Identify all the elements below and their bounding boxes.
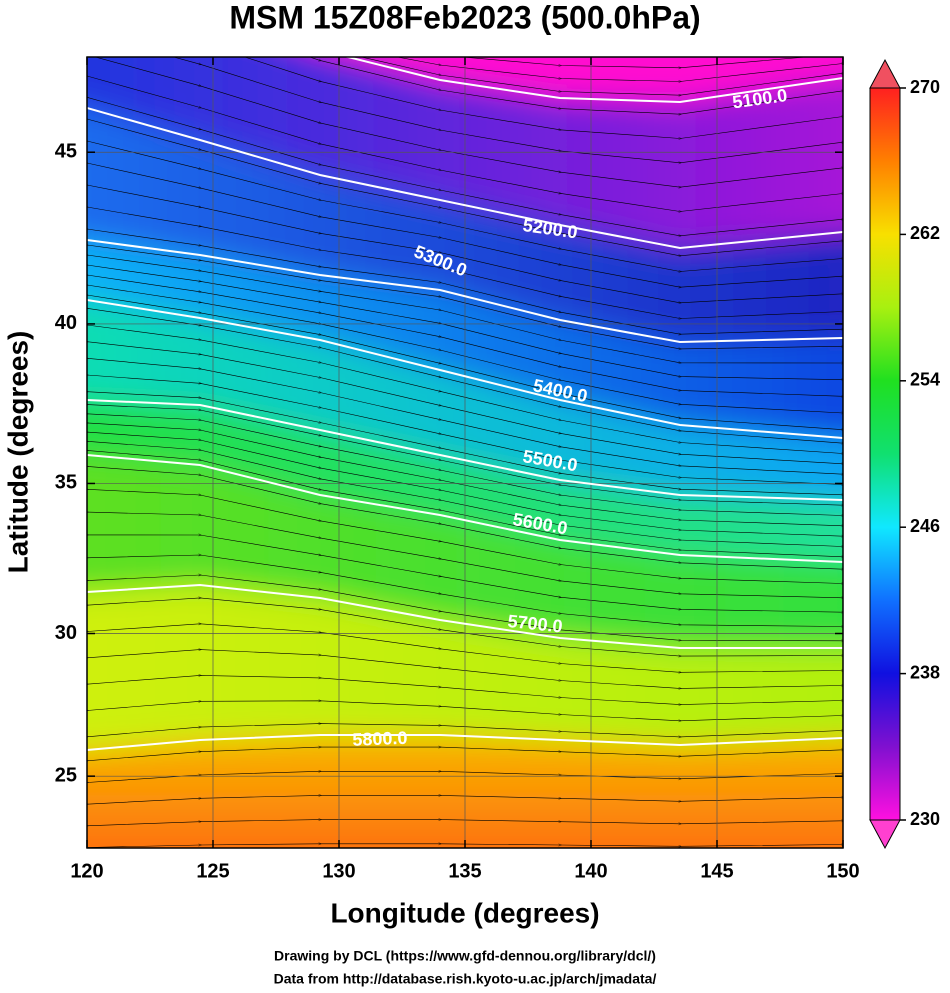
streamline (87, 844, 843, 848)
colorbar-tick-label: 230 (910, 809, 940, 829)
x-tick-label: 120 (70, 860, 103, 882)
credit: Drawing by DCL (https://www.gfd-dennou.o… (274, 948, 656, 964)
x-tick-label: 150 (826, 860, 859, 882)
contour-line (87, 734, 843, 752)
colorbar-tick-label: 254 (910, 370, 940, 390)
contour-label: 5800.0 (352, 728, 408, 750)
y-tick-label: 30 (55, 622, 77, 644)
x-tick-label: 130 (322, 860, 355, 882)
colorbar-max-triangle (869, 58, 901, 89)
x-tick-label: 135 (448, 860, 481, 882)
overlay: 5100.05200.05300.05400.05500.05600.05700… (87, 57, 843, 848)
x-axis-label: Longitude (degrees) (330, 897, 599, 928)
colorbar-tick-label: 246 (910, 516, 940, 536)
y-tick-label: 40 (55, 312, 77, 334)
x-tick-label: 145 (700, 860, 733, 882)
contour-line (87, 583, 843, 649)
y-tick-label: 35 (55, 472, 77, 494)
colorbar-tick-label: 238 (910, 662, 940, 682)
colorbar-tick-label: 270 (910, 77, 940, 97)
streamline (87, 820, 843, 827)
streamline (87, 701, 843, 721)
y-axis-label: Latitude (degrees) (2, 331, 33, 574)
colorbar-tick-label: 262 (910, 223, 940, 243)
streamline (87, 771, 843, 784)
contour-line (87, 398, 843, 502)
x-tick-label: 125 (196, 860, 229, 882)
field-band (87, 735, 843, 848)
y-tick-label: 25 (55, 764, 77, 786)
colorbar (869, 87, 901, 821)
streamline (87, 747, 843, 763)
colorbar-min-triangle (869, 819, 901, 850)
y-tick-label: 45 (55, 141, 77, 163)
contour-line (87, 106, 843, 250)
contour-line (87, 298, 843, 440)
streamline (87, 724, 843, 739)
contour-line (87, 238, 843, 344)
credit: Data from http://database.rish.kyoto-u.a… (274, 971, 657, 987)
streamline (87, 795, 843, 805)
chart-title: MSM 15Z08Feb2023 (500.0hPa) (229, 0, 700, 35)
x-tick-label: 140 (574, 860, 607, 882)
contour-line (87, 453, 843, 564)
contour-line (343, 57, 843, 104)
